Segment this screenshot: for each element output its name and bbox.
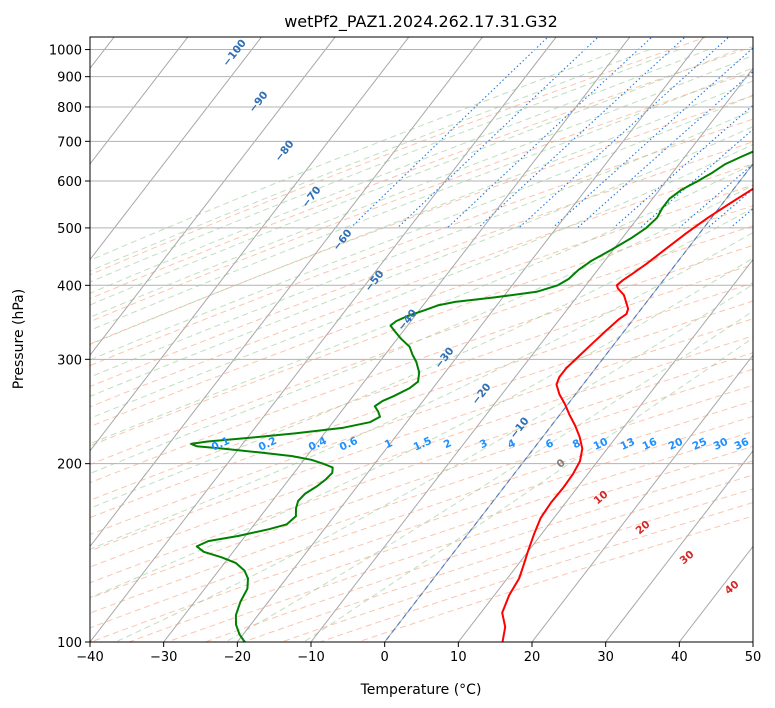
x-tick-label: 0	[381, 650, 389, 665]
mixing-ratio-line	[518, 37, 730, 229]
moist-adiabat-line	[90, 232, 753, 550]
skewed-isotherms	[90, 37, 753, 642]
y-tick-label: 600	[57, 175, 82, 190]
mixing-ratio-label: 1	[383, 437, 395, 451]
x-axis-ticks: −40 −30 −20 −10 0 10 20 30 40 50	[76, 642, 761, 665]
isotherm-line	[310, 67, 753, 642]
dry-adiabat-line	[90, 225, 753, 466]
moist-adiabats	[90, 49, 753, 642]
y-tick-label: 100	[57, 636, 82, 651]
dry-adiabat-line	[90, 95, 753, 345]
isotherm-line	[90, 37, 189, 165]
y-axis-ticks: 100 200 300 400 500 600 700 800 900 1000	[49, 44, 90, 651]
x-tick-label: 10	[450, 650, 467, 665]
dry-adiabat-line	[90, 71, 753, 323]
x-tick-label: −40	[76, 650, 103, 665]
moist-adiabat-line	[90, 184, 753, 475]
x-tick-label: 30	[597, 650, 614, 665]
x-tick-label: −30	[150, 650, 177, 665]
x-axis-label: Temperature (°C)	[360, 682, 482, 698]
profile-series	[190, 150, 753, 642]
isotherm-line	[163, 37, 631, 642]
dry-adiabat-line	[90, 352, 753, 584]
moist-adiabat-line	[90, 94, 753, 361]
y-axis-label: Pressure (hPa)	[11, 289, 27, 389]
y-tick-label: 900	[57, 71, 82, 86]
dry-adiabat-line	[90, 118, 753, 367]
isotherm-line	[90, 37, 484, 548]
isotherm-line	[605, 449, 753, 642]
isotherm-line	[90, 37, 410, 452]
y-tick-label: 800	[57, 101, 82, 116]
dry-adiabat-line	[90, 384, 753, 614]
x-tick-label: −20	[224, 650, 251, 665]
mixing-ratio-label: 3	[478, 437, 490, 451]
pressure-gridlines	[90, 49, 753, 642]
x-tick-label: −10	[297, 650, 324, 665]
x-tick-label: 20	[524, 650, 541, 665]
dry-adiabat-line	[90, 141, 753, 388]
mixing-ratio-label: 8	[571, 437, 583, 451]
mixing-ratio-line	[397, 37, 600, 229]
isotherm-line	[90, 37, 557, 642]
y-tick-label: 500	[57, 222, 82, 237]
moist-adiabat-line	[90, 49, 739, 306]
moist-adiabat-line	[90, 49, 650, 272]
moist-adiabat-line	[90, 54, 753, 318]
x-tick-label: 40	[671, 650, 688, 665]
y-tick-label: 400	[57, 279, 82, 294]
mixing-ratio-label: 4	[506, 437, 518, 451]
y-tick-label: 700	[57, 135, 82, 150]
mixing-ratio-line	[447, 37, 653, 229]
mixing-ratio-label: 36	[733, 436, 751, 453]
dry-adiabat-line	[90, 300, 753, 536]
isotherm-line	[236, 37, 705, 642]
dry-adiabat-line	[90, 318, 753, 552]
isotherm-line	[90, 37, 263, 261]
isotherm-line	[457, 258, 753, 642]
y-tick-label: 300	[57, 353, 82, 368]
y-tick-label: 1000	[49, 44, 82, 59]
mixing-ratio-label: 13	[619, 436, 637, 453]
mixing-ratio-label: 16	[641, 436, 659, 453]
mixing-ratio-line	[552, 47, 753, 229]
temperature-line	[501, 187, 753, 642]
dry-adiabat-line	[90, 163, 753, 408]
moist-adiabat-line	[90, 49, 621, 261]
dry-adiabat-line	[90, 205, 753, 447]
x-tick-label: 50	[745, 650, 762, 665]
mixing-ratio-label: 2	[442, 437, 454, 451]
mixing-ratio-line	[477, 37, 686, 229]
mixing-ratio-label: 30	[712, 436, 730, 453]
chart-title: wetPf2_PAZ1.2024.262.17.31.G32	[284, 12, 558, 32]
dewpoint-line	[190, 150, 753, 642]
dry-adiabats	[90, 37, 753, 642]
isotherm-line	[384, 163, 753, 642]
moist-adiabat-line	[90, 80, 753, 345]
moist-adiabat-line	[90, 257, 753, 599]
mixing-ratio-label: 6	[544, 437, 556, 451]
plot-frame	[89, 36, 754, 643]
mixing-ratio-label: 25	[691, 436, 709, 453]
y-tick-label: 200	[57, 458, 82, 473]
moist-adiabat-line	[90, 67, 753, 331]
isotherm-line	[90, 37, 336, 356]
dry-adiabat-line	[90, 263, 753, 501]
isotherm-line	[678, 545, 753, 642]
mixing-ratio-label: 10	[592, 436, 610, 453]
isotherm-line	[531, 354, 753, 642]
mixing-ratio-label: 20	[667, 436, 685, 453]
